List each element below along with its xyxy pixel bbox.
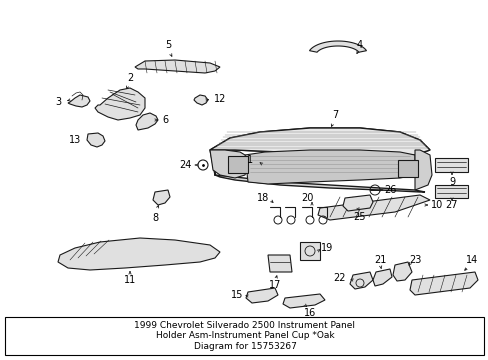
Polygon shape bbox=[267, 255, 291, 272]
Text: 23: 23 bbox=[408, 255, 420, 265]
Text: 17: 17 bbox=[268, 280, 281, 290]
Polygon shape bbox=[87, 133, 105, 147]
Text: 21: 21 bbox=[373, 255, 386, 265]
Text: 18: 18 bbox=[256, 193, 268, 203]
Polygon shape bbox=[372, 269, 391, 286]
Polygon shape bbox=[309, 41, 366, 52]
Polygon shape bbox=[209, 150, 247, 178]
Polygon shape bbox=[209, 128, 429, 192]
Text: 2: 2 bbox=[126, 73, 133, 83]
Text: 1: 1 bbox=[246, 155, 253, 165]
Polygon shape bbox=[434, 158, 467, 172]
FancyBboxPatch shape bbox=[5, 317, 483, 355]
Text: 5: 5 bbox=[164, 40, 171, 50]
Text: 4: 4 bbox=[356, 40, 362, 50]
Text: 13: 13 bbox=[69, 135, 81, 145]
Text: 19: 19 bbox=[320, 243, 332, 253]
Polygon shape bbox=[68, 95, 90, 107]
Text: 16: 16 bbox=[303, 308, 315, 318]
Text: 25: 25 bbox=[353, 212, 366, 222]
Polygon shape bbox=[194, 95, 207, 105]
Text: 27: 27 bbox=[445, 200, 457, 210]
Polygon shape bbox=[299, 242, 319, 260]
Text: 8: 8 bbox=[152, 213, 158, 223]
Polygon shape bbox=[58, 238, 220, 270]
Polygon shape bbox=[244, 150, 414, 184]
Text: 3: 3 bbox=[55, 97, 61, 107]
Text: 6: 6 bbox=[162, 115, 168, 125]
Polygon shape bbox=[397, 160, 417, 177]
Text: 9: 9 bbox=[448, 177, 454, 187]
Text: 15: 15 bbox=[230, 290, 243, 300]
Text: 7: 7 bbox=[331, 110, 337, 120]
Text: 1999 Chevrolet Silverado 2500 Instrument Panel
Holder Asm-Instrument Panel Cup *: 1999 Chevrolet Silverado 2500 Instrument… bbox=[134, 321, 355, 351]
Text: 26: 26 bbox=[383, 185, 395, 195]
Polygon shape bbox=[434, 185, 467, 198]
Polygon shape bbox=[136, 113, 158, 130]
Polygon shape bbox=[209, 128, 429, 155]
Text: 20: 20 bbox=[300, 193, 312, 203]
Polygon shape bbox=[414, 150, 431, 190]
Polygon shape bbox=[409, 272, 477, 295]
Polygon shape bbox=[317, 195, 429, 220]
Polygon shape bbox=[349, 272, 372, 289]
Text: 10: 10 bbox=[430, 200, 442, 210]
Polygon shape bbox=[95, 88, 145, 120]
Polygon shape bbox=[135, 60, 220, 73]
Text: 24: 24 bbox=[179, 160, 191, 170]
Polygon shape bbox=[283, 294, 325, 308]
Text: 12: 12 bbox=[213, 94, 226, 104]
Polygon shape bbox=[245, 288, 278, 303]
Polygon shape bbox=[227, 156, 247, 173]
Polygon shape bbox=[153, 190, 170, 205]
Text: 22: 22 bbox=[333, 273, 346, 283]
Text: 11: 11 bbox=[123, 275, 136, 285]
Polygon shape bbox=[342, 195, 372, 211]
Text: 14: 14 bbox=[465, 255, 477, 265]
Polygon shape bbox=[392, 262, 411, 281]
